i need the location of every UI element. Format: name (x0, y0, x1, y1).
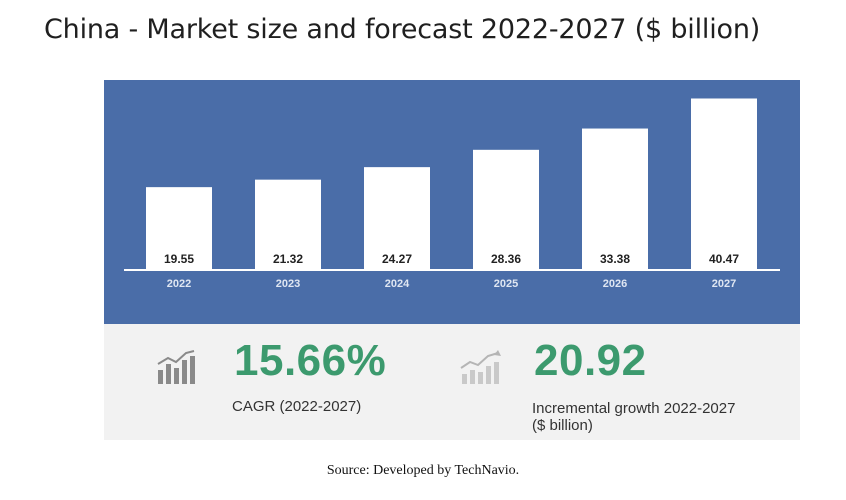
value-label-2024: 24.27 (382, 252, 412, 266)
tick-label-2025: 2025 (494, 278, 518, 290)
tick-label-2027: 2027 (712, 278, 736, 290)
bar-2026 (582, 128, 648, 270)
bar-chart: 19.55 2022 21.32 2023 24.27 2024 28.36 2025 33.3… (124, 98, 780, 290)
tick-label-2023: 2023 (276, 278, 300, 290)
bar-2027 (691, 98, 757, 270)
value-label-2022: 19.55 (164, 252, 194, 266)
bar-2025 (473, 149, 539, 270)
growth-value: 20.92 (534, 336, 647, 385)
growth-label-line1: Incremental growth 2022-2027 (532, 400, 736, 417)
tick-label-2026: 2026 (603, 278, 627, 290)
chart-panel: 19.55 2022 21.32 2023 24.27 2024 28.36 2025 33.3… (104, 80, 800, 324)
value-label-2023: 21.32 (273, 252, 303, 266)
source-note: Source: Developed by TechNavio. (326, 463, 520, 478)
growth-label-line2: ($ billion) (532, 417, 593, 434)
cagr-value: 15.66% (234, 336, 387, 385)
value-label-2027: 40.47 (709, 252, 739, 266)
bar-2023 (255, 179, 321, 270)
growth-chart-icon (460, 350, 501, 384)
page-title: China - Market size and forecast 2022-20… (44, 14, 761, 45)
value-label-2025: 28.36 (491, 252, 521, 266)
stats-panel: 15.66% CAGR (2022-2027) 20.92 Incrementa… (104, 324, 800, 440)
bar-2024 (364, 167, 430, 270)
cagr-label: CAGR (2022-2027) (232, 398, 362, 415)
bar-2022 (146, 187, 212, 270)
value-label-2026: 33.38 (600, 252, 630, 266)
tick-label-2022: 2022 (167, 278, 191, 290)
tick-label-2024: 2024 (385, 278, 410, 290)
bar-chart-icon (157, 350, 195, 384)
